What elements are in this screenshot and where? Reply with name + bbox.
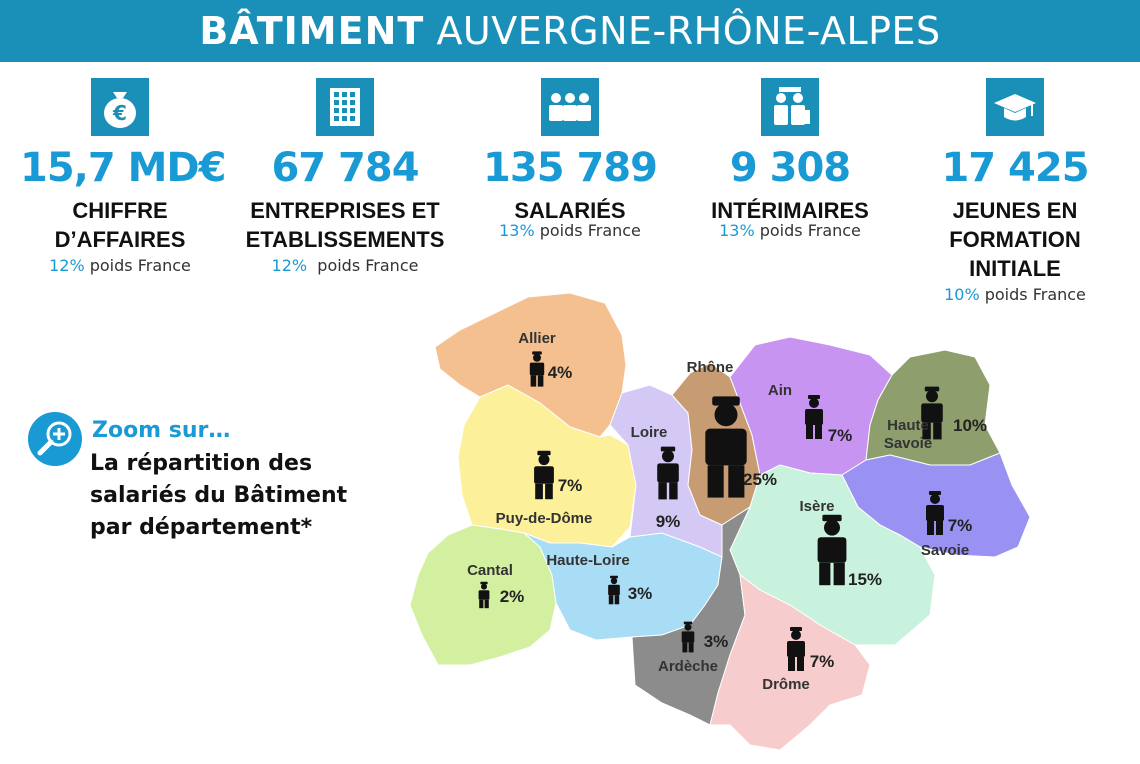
stat-value: 17 425 [941,145,1089,191]
stat-label-line: CHIFFRE [72,198,168,223]
stat-sub: 13% poids France [690,221,890,240]
stat-jeunes-formation: 17 425 JEUNES EN FORMATION INITIALE 10% … [910,78,1120,304]
dept-pct-label: 2% [500,587,525,606]
dept-pct-label: 7% [810,652,835,671]
dept-pct-label: 3% [628,584,653,603]
region-map: Allier 4% Puy-de-Dôme 7% Cantal 2% Haute-Loire… [409,292,1031,751]
dept-pct-label: 4% [548,363,573,382]
stat-label-line: INTÉRIMAIRES [711,198,869,223]
stat-pct: 12% [49,256,85,275]
stat-label: INTÉRIMAIRES [690,196,890,225]
stat-label-line: ETABLISSEMENTS [245,227,445,252]
dept-name-label: Rhône [687,359,734,376]
dept-pct-label: 15% [848,570,882,589]
stat-label-line: ENTREPRISES ET [250,198,440,223]
stat-sub-text: poids France [307,256,419,275]
zoom-text-line: salariés du Bâtiment [90,483,348,508]
stat-sub-text: poids France [84,256,191,275]
money-bag-euro-icon: € [91,78,149,136]
temporary-workers-icon [761,78,819,136]
stat-sub: 13% poids France [470,221,670,240]
dept-name-label: Drôme [762,676,810,693]
stat-label-line: INITIALE [969,256,1061,281]
stat-value: 67 784 [271,145,419,191]
dept-ardeche [631,505,752,726]
stat-label-line: D’AFFAIRES [54,227,186,252]
dept-name-label: Cantal [467,562,513,579]
stat-sub-text: poids France [754,221,861,240]
dept-name-label: Allier [518,330,556,347]
zoom-section: Zoom sur… La répartition des salariés du… [24,408,404,558]
dept-pct-label: 9% [656,512,681,531]
header-banner: BÂTIMENT AUVERGNE-RHÔNE-ALPES [0,0,1140,62]
stat-pct: 13% [499,221,535,240]
stat-pct: 10% [944,285,980,304]
graduation-cap-icon [986,78,1044,136]
stat-label-line: JEUNES EN [952,198,1078,223]
stat-label: CHIFFRE D’AFFAIRES [20,196,220,254]
dept-name-label: Ardèche [658,658,718,675]
stat-chiffre-affaires: € 15,7 MD€ CHIFFRE D’AFFAIRES 12% poids … [20,78,226,275]
dept-pct-label: 7% [948,516,973,535]
zoom-title: Zoom sur… [92,418,231,443]
stat-sub: 12% poids France [230,256,460,275]
stat-value: 15,7 MD€ [20,145,226,191]
zoom-text-line: par département* [90,515,313,540]
dept-pct-label: 7% [558,476,583,495]
stat-salaries: 135 789 SALARIÉS 13% poids France [470,78,670,240]
workers-group-icon [541,78,599,136]
dept-pct-label: 10% [953,416,987,435]
dept-name-label: Haute Savoie [884,417,932,452]
stat-sub: 12% poids France [20,256,220,275]
stat-pct: 13% [719,221,755,240]
dept-name-label: Ain [768,382,792,399]
stat-value: 135 789 [483,145,658,191]
stat-sub: 10% poids France [910,285,1120,304]
title-bold: BÂTIMENT [199,9,425,53]
stat-label: ENTREPRISES ET ETABLISSEMENTS [230,196,460,254]
dept-pct-label: 25% [743,470,777,489]
stat-sub-text: poids France [534,221,641,240]
building-icon [316,78,374,136]
zoom-text-line: La répartition des [90,451,313,476]
dept-name-label: Savoie [921,542,969,559]
page-title: BÂTIMENT AUVERGNE-RHÔNE-ALPES [0,0,1140,62]
stat-value: 9 308 [729,145,851,191]
dept-name-label: Isère [799,498,834,515]
magnifier-plus-icon [28,412,82,466]
stat-pct: 12% [271,256,308,275]
dept-name-label: Loire [631,424,668,441]
svg-text:€: € [112,101,127,125]
stat-label: SALARIÉS [470,196,670,225]
dept-name-label: Puy-de-Dôme [496,510,593,527]
stat-entreprises: 67 784 ENTREPRISES ET ETABLISSEMENTS 12%… [230,78,460,275]
dept-name-label: Haute-Loire [546,552,629,569]
stat-sub-text: poids France [979,285,1086,304]
stat-interimaires: 9 308 INTÉRIMAIRES 13% poids France [690,78,890,240]
stat-label-line: FORMATION [949,227,1081,252]
zoom-description: La répartition des salariés du Bâtiment … [90,448,390,544]
dept-pct-label: 3% [704,632,729,651]
stat-label: JEUNES EN FORMATION INITIALE [910,196,1120,283]
stat-label-line: SALARIÉS [514,198,626,223]
dept-pct-label: 7% [828,426,853,445]
title-region: AUVERGNE-RHÔNE-ALPES [436,9,941,53]
